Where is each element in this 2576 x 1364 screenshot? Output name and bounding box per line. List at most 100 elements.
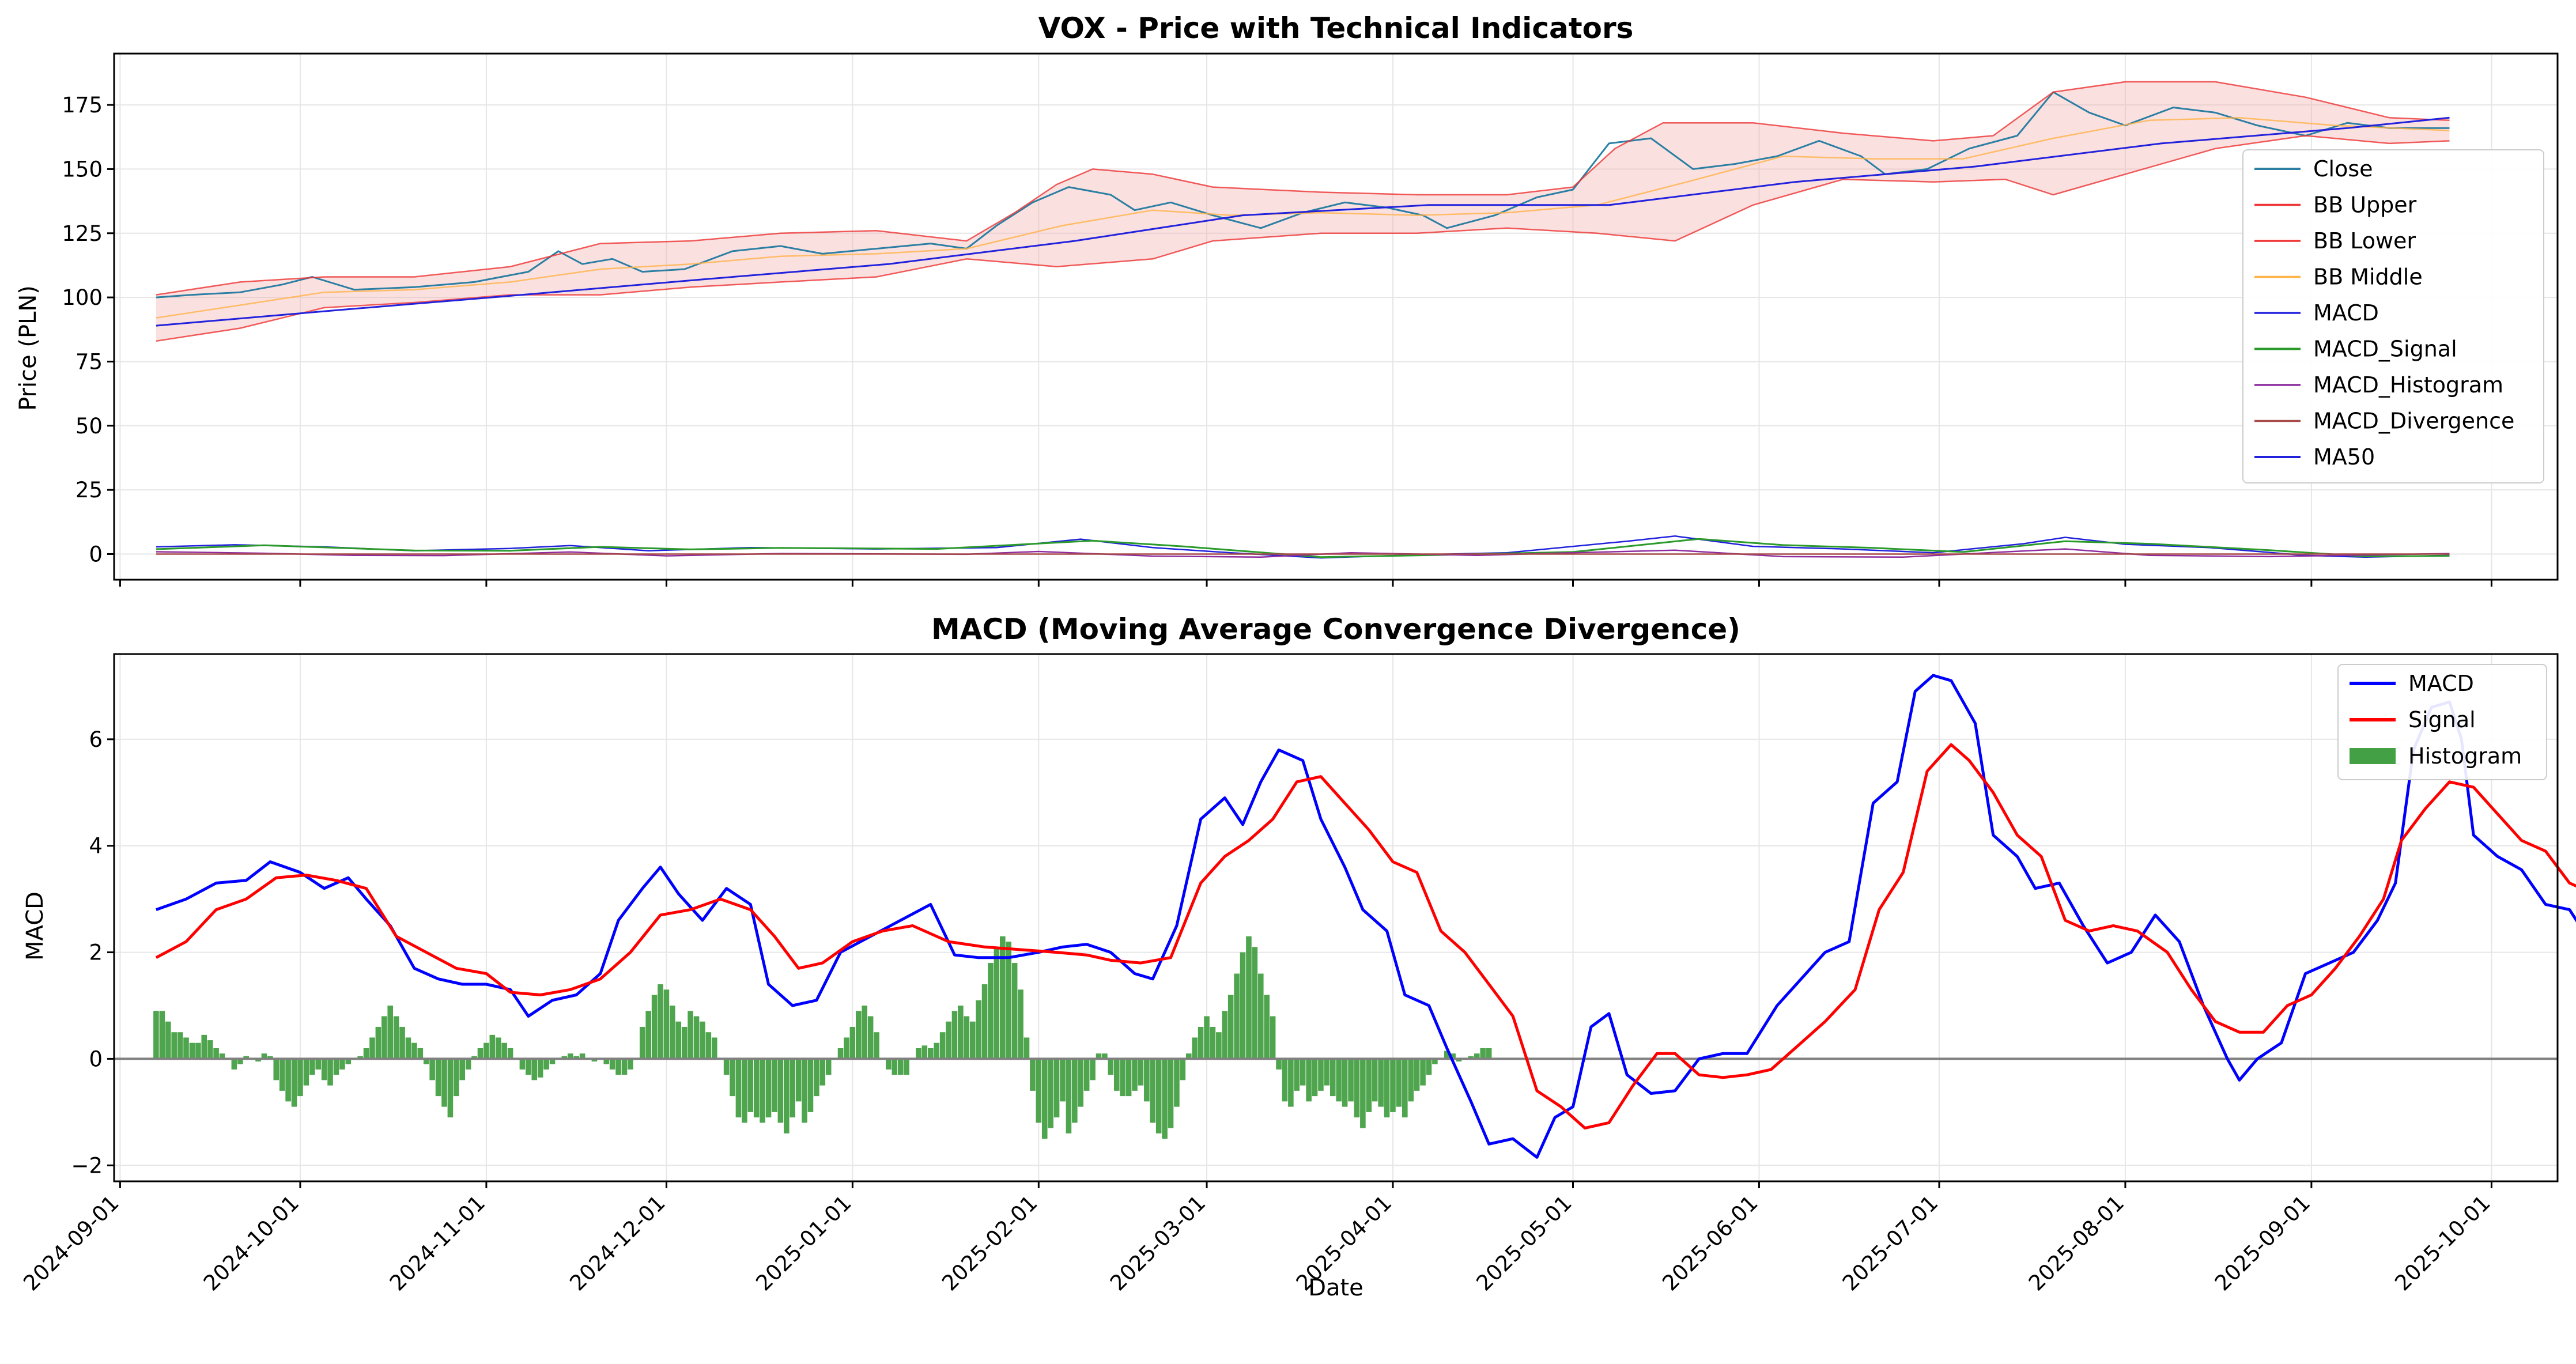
histogram-bar [201, 1034, 207, 1059]
histogram-bar [1336, 1059, 1342, 1102]
ma50-line [156, 116, 2450, 327]
macd-y-ticks: −2 0 2 4 6 [71, 727, 114, 1178]
legend-label: Histogram [2408, 743, 2522, 769]
histogram-bar [1414, 1059, 1420, 1091]
histogram-bar [1366, 1059, 1372, 1112]
histogram-bar [1348, 1059, 1354, 1102]
histogram-bar [1180, 1059, 1186, 1080]
histogram-bar [411, 1042, 417, 1059]
histogram-bar [615, 1059, 621, 1075]
histogram-bar [1318, 1059, 1324, 1091]
histogram-bar [1360, 1059, 1366, 1128]
histogram-bar [1246, 936, 1252, 1059]
histogram-bar [471, 1056, 477, 1059]
histogram-bar [261, 1053, 267, 1059]
histogram-bar [231, 1059, 237, 1070]
histogram-bar [405, 1037, 411, 1059]
histogram-bar [1432, 1059, 1438, 1064]
histogram-bar [1138, 1059, 1144, 1086]
histogram-bar [1210, 1026, 1216, 1059]
histogram-bar [705, 1032, 712, 1059]
price-panel-title: VOX - Price with Technical Indicators [1038, 12, 1634, 45]
histogram-bar [267, 1056, 273, 1059]
histogram-bar [297, 1059, 303, 1097]
histogram-bar [1120, 1059, 1125, 1097]
histogram-bar [663, 989, 670, 1059]
histogram-bar [897, 1059, 904, 1075]
legend-label: MACD_Divergence [2313, 409, 2514, 434]
histogram-bar [561, 1056, 568, 1059]
histogram-bar [537, 1059, 543, 1078]
legend-label: MACD_Signal [2313, 337, 2457, 362]
histogram-bar [862, 1006, 868, 1059]
histogram-bar [1282, 1059, 1288, 1102]
histogram-bar [291, 1059, 297, 1107]
histogram-bar [1372, 1059, 1378, 1102]
histogram-bar [819, 1059, 826, 1086]
legend-label: MACD [2408, 671, 2474, 696]
histogram-bar [934, 1042, 940, 1059]
histogram-bar [1132, 1059, 1138, 1091]
histogram-bar [1324, 1059, 1330, 1086]
price-x-ticks [119, 580, 2492, 587]
y-tick-label: −2 [71, 1153, 103, 1178]
price-panel: VOX - Price with Technical Indicators 0 2… [15, 12, 2559, 587]
histogram-bar [243, 1056, 249, 1059]
y-tick-label: 125 [62, 221, 103, 246]
histogram-bar [825, 1059, 832, 1075]
histogram-bar [939, 1032, 946, 1059]
histogram-bar [1018, 989, 1023, 1059]
histogram-bar [735, 1059, 742, 1118]
histogram-bar [501, 1042, 507, 1059]
histogram-bar [904, 1059, 909, 1075]
histogram-bar [177, 1032, 183, 1059]
y-tick-label: 175 [62, 93, 103, 118]
histogram-bar [1270, 1016, 1276, 1059]
histogram-bar [867, 1016, 874, 1059]
histogram-bar [303, 1059, 309, 1086]
histogram-bar [1185, 1053, 1192, 1059]
histogram-bar [772, 1059, 777, 1112]
histogram-bar [670, 1006, 675, 1059]
histogram-bar [1276, 1059, 1282, 1070]
macd-x-axis-label: Date [1308, 1275, 1363, 1301]
y-tick-label: 75 [75, 349, 103, 374]
histogram-bar [285, 1059, 291, 1102]
histogram-bar [1390, 1059, 1396, 1112]
histogram-bar [237, 1059, 243, 1064]
histogram-bar [807, 1059, 814, 1112]
y-tick-label: 2 [89, 940, 103, 965]
macd-y-axis-label: MACD [22, 891, 48, 961]
y-tick-label: 4 [89, 834, 103, 859]
histogram-bar [1384, 1059, 1390, 1118]
histogram-bar [1060, 1059, 1066, 1102]
price-y-axis-label: Price (PLN) [15, 285, 41, 411]
histogram-bar [976, 1000, 981, 1059]
histogram-bar [387, 1006, 394, 1059]
histogram-bar [802, 1059, 807, 1123]
histogram-bar [1078, 1059, 1084, 1107]
histogram-bar [1329, 1059, 1336, 1097]
histogram-bar [315, 1059, 321, 1070]
histogram-bar [573, 1056, 579, 1059]
histogram-bar [1168, 1059, 1174, 1128]
histogram-bar [681, 1026, 688, 1059]
histogram-bar [981, 984, 988, 1059]
histogram-bar [1006, 942, 1012, 1059]
histogram-bar [1048, 1059, 1053, 1128]
macd-signal-line [156, 538, 2450, 558]
bb-lower-line [156, 135, 2450, 342]
histogram-bar [651, 995, 658, 1059]
histogram-bar [964, 1016, 970, 1059]
histogram-bar [700, 1021, 705, 1059]
histogram-bar [219, 1053, 225, 1059]
histogram-bar [1198, 1026, 1204, 1059]
histogram-bar [489, 1034, 496, 1059]
price-series-lines [156, 81, 2450, 559]
histogram-bar [333, 1059, 339, 1075]
histogram-bar [1113, 1059, 1120, 1091]
histogram-bar [309, 1059, 315, 1075]
histogram-bar [1216, 1032, 1222, 1059]
histogram-bar [1125, 1059, 1132, 1097]
